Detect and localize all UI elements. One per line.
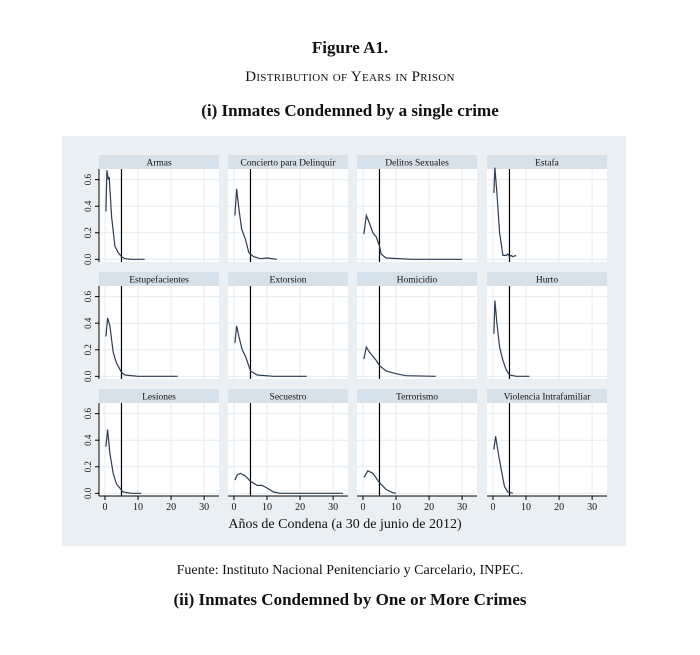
y-tick-label: 0.6 bbox=[83, 174, 93, 186]
panel-terrorismo: Terrorismo 0 10 20 30 bbox=[357, 389, 477, 513]
panel-strip bbox=[357, 155, 477, 169]
panel-strip bbox=[487, 155, 607, 169]
density-curve bbox=[363, 213, 463, 260]
plot-area bbox=[487, 403, 607, 496]
panel-title: Delitos Sexuales bbox=[385, 159, 449, 169]
panel-strip bbox=[357, 389, 477, 403]
panel-strip bbox=[99, 155, 219, 169]
x-axis-title: Años de Condena (a 30 de junio de 2012) bbox=[228, 517, 462, 532]
x-tick-label: 0 bbox=[102, 502, 107, 513]
density-curve bbox=[234, 188, 277, 260]
panel-title: Hurto bbox=[536, 276, 558, 286]
x-tick-label: 30 bbox=[457, 502, 467, 513]
panel-delitos-sexuales: Delitos Sexuales bbox=[357, 155, 477, 262]
figure-label: Figure A1. bbox=[311, 38, 389, 57]
x-tick-label: 20 bbox=[295, 502, 305, 513]
panel-secuestro: Secuestro 0 10 20 30 bbox=[228, 389, 348, 513]
plot-area bbox=[357, 169, 477, 262]
x-tick-label: 20 bbox=[554, 502, 564, 513]
plot-area bbox=[99, 403, 219, 496]
panel-homicidio: Homicidio bbox=[357, 272, 477, 379]
panel-estafa: Estafa bbox=[487, 155, 607, 262]
panel-concierto-para-delinquir: Concierto para Delinquir bbox=[228, 155, 348, 262]
panel-hurto: Hurto bbox=[487, 272, 607, 379]
panel-title: Armas bbox=[146, 159, 172, 169]
panel-strip bbox=[99, 272, 219, 286]
x-tick-label: 0 bbox=[490, 502, 495, 513]
density-curve bbox=[105, 317, 178, 377]
plot-area bbox=[99, 286, 219, 379]
y-tick-label: 0.4 bbox=[83, 317, 93, 329]
y-tick-label: 0.2 bbox=[83, 344, 93, 355]
y-tick-label: 0.2 bbox=[83, 227, 93, 238]
x-tick-label: 20 bbox=[166, 502, 176, 513]
plot-area bbox=[228, 286, 348, 379]
density-curve bbox=[105, 170, 145, 260]
y-tick-label: 0.2 bbox=[83, 461, 93, 472]
x-tick-label: 30 bbox=[328, 502, 338, 513]
y-tick-label: 0.4 bbox=[83, 434, 93, 446]
panel-lesiones: Lesiones 0.0 0.2 0.4 0.6 0 10 20 30 bbox=[83, 389, 219, 513]
part-i-title: (i) Inmates Condemned by a single crime bbox=[201, 101, 499, 120]
density-curve bbox=[363, 470, 397, 494]
x-tick-label: 0 bbox=[231, 502, 236, 513]
panel-strip bbox=[228, 155, 348, 169]
panel-title: Homicidio bbox=[397, 276, 438, 286]
y-tick-label: 0.0 bbox=[83, 370, 93, 382]
plot-area bbox=[357, 286, 477, 379]
panel-strip bbox=[487, 389, 607, 403]
panel-title: Concierto para Delinquir bbox=[241, 159, 337, 169]
panel-title: Estafa bbox=[535, 158, 560, 169]
y-tick-label: 0.4 bbox=[83, 200, 93, 212]
y-tick-label: 0.0 bbox=[83, 253, 93, 265]
plot-area bbox=[487, 169, 607, 262]
panel-strip bbox=[228, 389, 348, 403]
plot-area bbox=[228, 169, 348, 262]
panel-strip bbox=[487, 272, 607, 286]
x-tick-label: 10 bbox=[391, 502, 401, 513]
plot-area bbox=[99, 169, 219, 262]
source-note: Fuente: Instituto Nacional Penitenciario… bbox=[176, 563, 524, 578]
panel-strip bbox=[357, 272, 477, 286]
panel-title: Estupefacientes bbox=[129, 275, 189, 286]
panel-title: Violencia Intrafamiliar bbox=[504, 392, 592, 403]
panel-estupefacientes: Estupefacientes 0.0 0.2 0.4 0.6 bbox=[83, 272, 219, 382]
x-tick-label: 0 bbox=[360, 502, 365, 513]
plot-area bbox=[487, 286, 607, 379]
part-ii-title: (ii) Inmates Condemned by One or More Cr… bbox=[173, 590, 527, 609]
panel-title: Terrorismo bbox=[396, 393, 438, 403]
x-tick-label: 10 bbox=[133, 502, 143, 513]
panel-title: Lesiones bbox=[142, 393, 176, 403]
density-curve bbox=[493, 300, 530, 377]
y-tick-label: 0.6 bbox=[83, 291, 93, 303]
panel-title: Secuestro bbox=[270, 393, 307, 403]
y-tick-label: 0.0 bbox=[83, 487, 93, 499]
density-curve bbox=[493, 167, 517, 258]
density-curve bbox=[105, 429, 142, 494]
panel-armas: Armas 0.0 0.2 0.4 0.6 bbox=[83, 155, 219, 265]
density-curve bbox=[234, 472, 343, 494]
panel-strip bbox=[228, 272, 348, 286]
density-curve bbox=[363, 345, 436, 377]
plot-area bbox=[228, 403, 348, 496]
panel-strip bbox=[99, 389, 219, 403]
panel-title: Extorsion bbox=[270, 276, 307, 286]
x-tick-label: 20 bbox=[424, 502, 434, 513]
x-tick-label: 30 bbox=[199, 502, 209, 513]
y-tick-label: 0.6 bbox=[83, 408, 93, 420]
density-curve bbox=[493, 436, 513, 494]
x-tick-label: 10 bbox=[262, 502, 272, 513]
x-tick-label: 30 bbox=[587, 502, 597, 513]
figure-subtitle: Distribution of Years in Prison bbox=[245, 69, 455, 85]
plot-area bbox=[357, 403, 477, 496]
panel-violencia-intrafamiliar: Violencia Intrafamiliar 0 10 20 30 bbox=[487, 389, 607, 513]
panel-extorsion: Extorsion bbox=[228, 272, 348, 379]
density-curve bbox=[234, 325, 307, 377]
x-tick-label: 10 bbox=[521, 502, 531, 513]
